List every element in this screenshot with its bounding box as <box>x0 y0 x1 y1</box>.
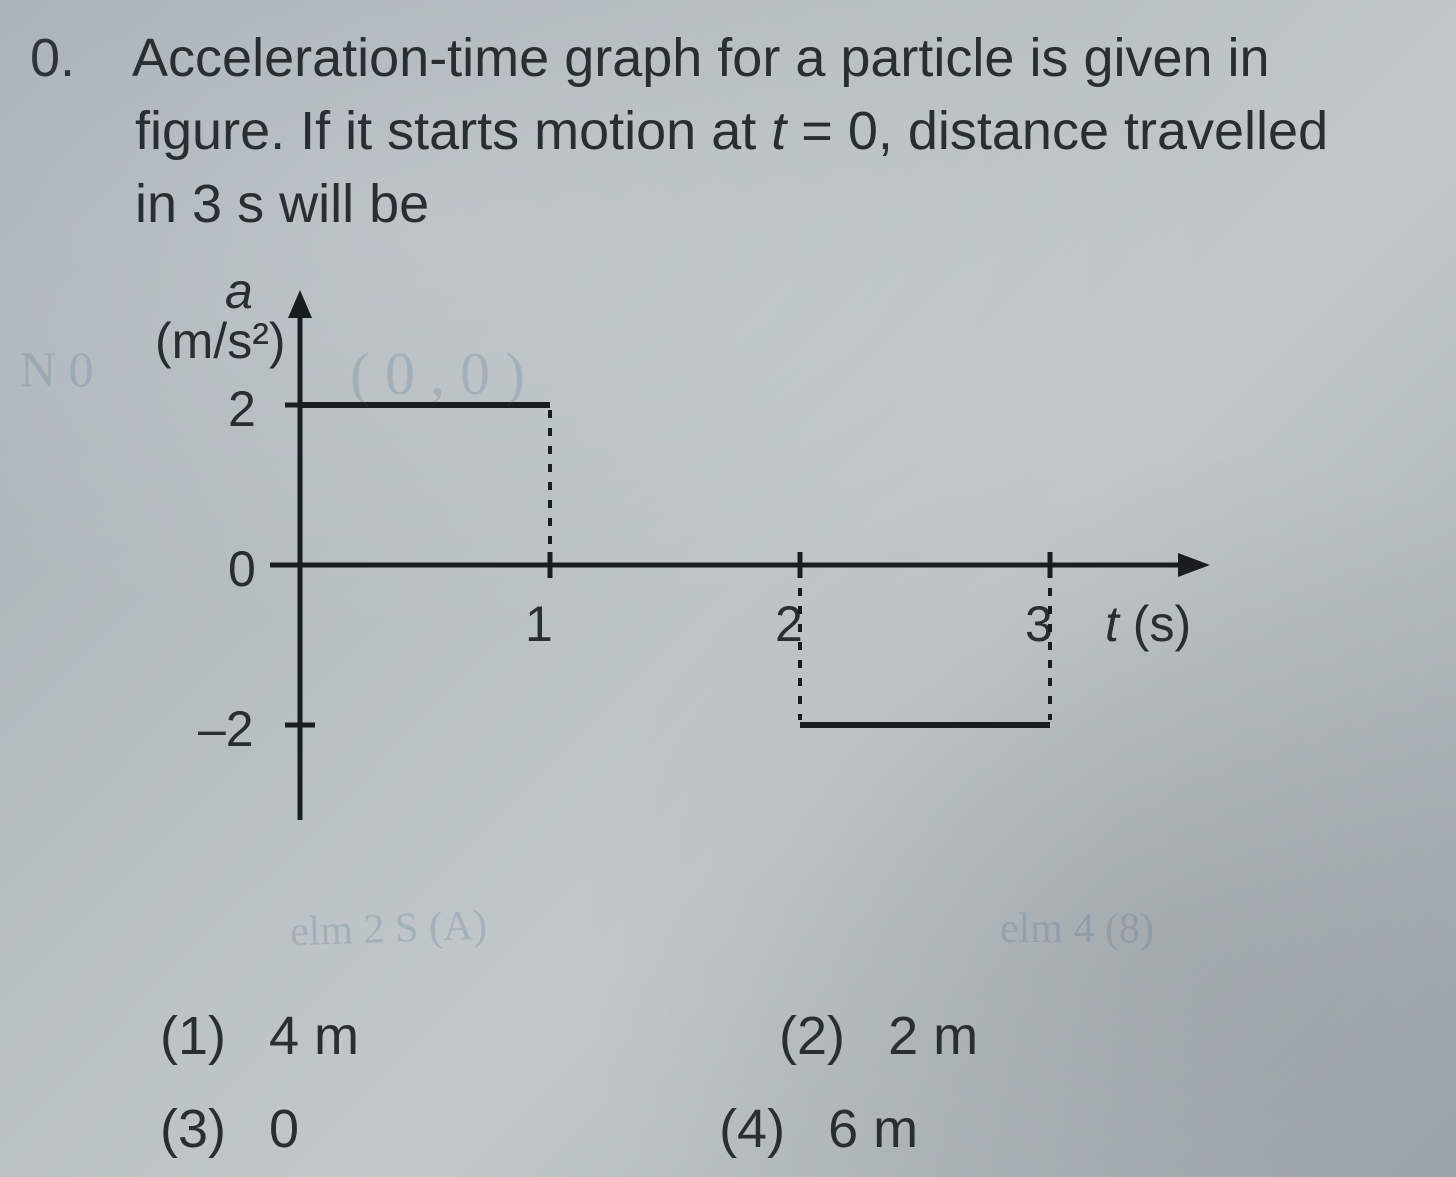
option-2-val: 2 m <box>888 1006 978 1066</box>
option-1: (1) 4 m <box>160 1005 359 1067</box>
option-1-val: 4 m <box>269 1006 359 1066</box>
option-4-val: 6 m <box>828 1099 918 1159</box>
ghost-4: elm 4 (8) <box>1000 905 1154 953</box>
ghost-2: N 0 <box>20 340 94 398</box>
q-var-t: t <box>771 101 786 161</box>
q-line1: Acceleration-time graph for a particle i… <box>132 28 1270 88</box>
option-3-val: 0 <box>269 1099 299 1159</box>
options-row-1: (1) 4 m (2) 2 m <box>160 1005 1396 1067</box>
option-4: (4) 6 m <box>719 1098 918 1160</box>
q-line2a: figure. If it starts motion at <box>135 101 771 161</box>
graph-svg <box>190 280 1240 860</box>
question-number: 0. <box>30 22 120 95</box>
x-axis-arrow <box>1178 553 1210 577</box>
option-2: (2) 2 m <box>779 1005 978 1067</box>
q-line2b: = 0, distance travelled <box>786 101 1328 161</box>
option-4-num: (4) <box>719 1099 785 1159</box>
ghost-3: elm 2 S (A) <box>289 902 488 957</box>
q-line3: in 3 s will be <box>135 174 429 234</box>
question-text: 0. Acceleration-time graph for a particl… <box>30 22 1426 241</box>
option-2-num: (2) <box>779 1006 845 1066</box>
options-row-2: (3) 0 (4) 6 m <box>160 1098 1396 1160</box>
acceleration-time-graph <box>190 280 1240 860</box>
option-3: (3) 0 <box>160 1098 299 1160</box>
option-1-num: (1) <box>160 1006 226 1066</box>
option-3-num: (3) <box>160 1099 226 1159</box>
y-axis-arrow <box>288 290 312 318</box>
